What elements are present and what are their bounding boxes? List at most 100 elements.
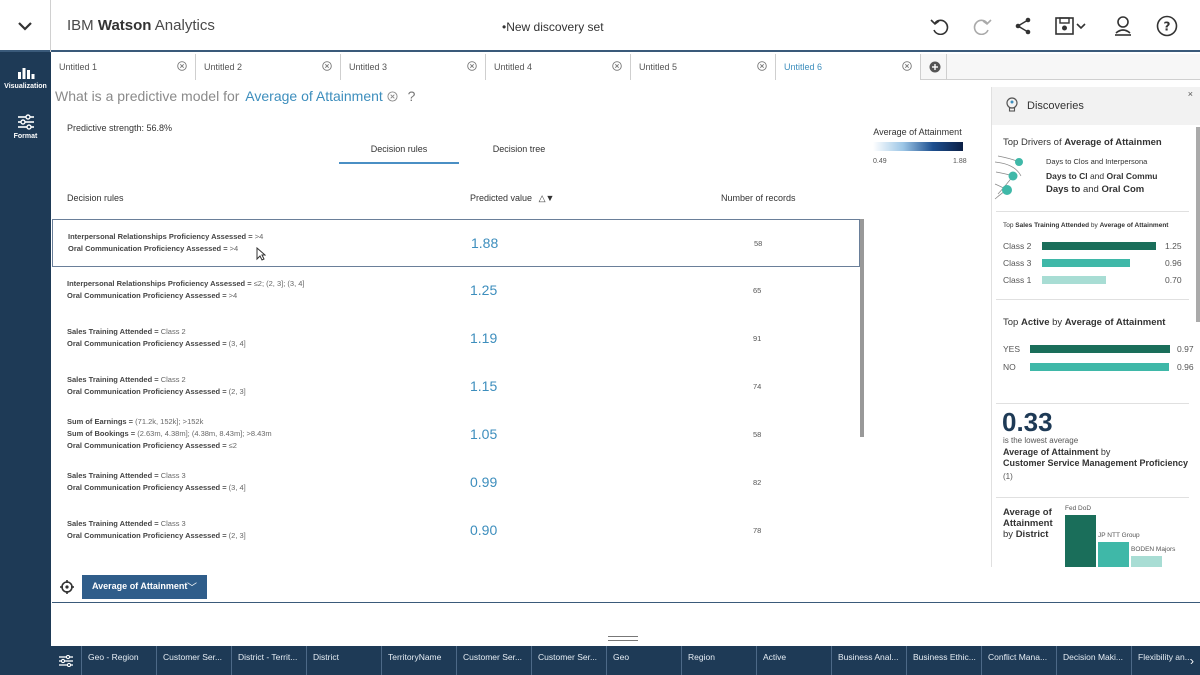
bar-value: 0.96 (1177, 362, 1194, 372)
rule-value: Class 3 (160, 471, 186, 480)
driver-1-b: Interpersona (1105, 157, 1148, 166)
close-tab-icon[interactable] (757, 61, 767, 71)
bar-chart-icon (17, 68, 34, 79)
data-field-item[interactable]: Decision Maki... (1056, 646, 1131, 675)
rule-value: (3, 4] (228, 339, 246, 348)
tab-untitled-3[interactable]: Untitled 3 (341, 54, 486, 80)
table-row[interactable]: Sum of Earnings = ≤11.7k; (11.7k, 32.8k]… (52, 555, 860, 572)
chevron-down-icon (18, 22, 32, 31)
tab-untitled-1[interactable]: Untitled 1 (51, 54, 196, 80)
close-tab-icon[interactable] (467, 61, 477, 71)
format-label: Format (13, 133, 38, 140)
district-title-2: Attainment (1003, 518, 1053, 529)
fields-menu-button[interactable] (51, 646, 81, 675)
legend-min: 0.49 (873, 158, 887, 165)
record-count: 58 (753, 430, 762, 439)
tab-bar: Untitled 1 Untitled 2 Untitled 3 Untitled 4… (51, 54, 1200, 80)
share-icon (1015, 17, 1031, 35)
target-icon[interactable] (60, 580, 74, 594)
rule-field: Interpersonal Relationships Proficiency … (67, 279, 252, 288)
redo-button[interactable] (969, 13, 995, 39)
save-menu-button[interactable] (1054, 13, 1088, 39)
fields-next-button[interactable]: › (1184, 646, 1200, 675)
tab-untitled-5[interactable]: Untitled 5 (631, 54, 776, 80)
district-title-1: Average of (1003, 507, 1052, 518)
tab-decision-tree[interactable]: Decision tree (492, 144, 546, 154)
data-field-item[interactable]: Customer Ser... (456, 646, 531, 675)
format-button[interactable]: Format (0, 114, 51, 140)
data-field-item[interactable]: Active (756, 646, 831, 675)
table-row[interactable]: Sales Training Attended = Class 2 Oral Co… (52, 363, 860, 411)
clear-target-icon[interactable] (387, 91, 398, 102)
data-field-item[interactable]: District (306, 646, 381, 675)
resize-handle[interactable] (608, 636, 638, 641)
tab-untitled-4[interactable]: Untitled 4 (486, 54, 631, 80)
rule-value: Class 3 (160, 519, 186, 528)
data-field-item[interactable]: Business Anal... (831, 646, 906, 675)
undo-button[interactable] (927, 13, 953, 39)
close-tab-icon[interactable] (177, 61, 187, 71)
data-field-item[interactable]: Customer Ser... (531, 646, 606, 675)
record-count: 91 (753, 334, 762, 343)
data-field-item[interactable]: Geo (606, 646, 681, 675)
data-field-item[interactable]: Flexibility an... (1131, 646, 1200, 675)
data-field-item[interactable]: Business Ethic... (906, 646, 981, 675)
rule-value: ≤2; (2, 3]; (3, 4] (253, 279, 305, 288)
lowest-line-1: is the lowest average (1003, 436, 1079, 445)
add-tab-button[interactable] (923, 54, 947, 80)
predicted-header-label: Predicted value (470, 193, 533, 203)
document-title[interactable]: •New discovery set (502, 20, 604, 34)
tab-untitled-2[interactable]: Untitled 2 (196, 54, 341, 80)
sort-icon[interactable]: △▼ (538, 193, 555, 203)
discoveries-scrollbar[interactable] (1196, 127, 1200, 322)
tab-label: Untitled 3 (349, 62, 388, 72)
share-button[interactable] (1010, 13, 1036, 39)
lowest-line-2: Average of Attainment by (1003, 447, 1110, 457)
active-title-prefix: Top (1003, 317, 1021, 328)
close-tab-icon[interactable] (322, 61, 332, 71)
discoveries-header: Discoveries × (992, 87, 1200, 125)
data-field-item[interactable]: Customer Ser... (156, 646, 231, 675)
help-button[interactable]: ? (1154, 13, 1180, 39)
table-row[interactable]: Sales Training Attended = Class 3 Oral Co… (52, 459, 860, 507)
close-icon[interactable]: × (1187, 89, 1193, 99)
close-tab-icon[interactable] (612, 61, 622, 71)
bar-label: Class 2 (1003, 241, 1032, 251)
user-profile-button[interactable] (1110, 13, 1136, 39)
table-row[interactable]: Sales Training Attended = Class 2 Oral Co… (52, 315, 860, 363)
visualization-button[interactable]: Visualization (0, 66, 51, 90)
app-title: IBM Watson Analytics (67, 17, 215, 34)
data-field-item[interactable]: Region (681, 646, 756, 675)
save-icon (1055, 17, 1086, 35)
rule-field: Oral Communication Proficiency Assessed … (67, 339, 227, 348)
tab-decision-rules[interactable]: Decision rules (339, 140, 459, 164)
driver-1-a: Days to Clos (1046, 157, 1089, 166)
rules-scrollbar[interactable] (860, 219, 864, 437)
table-row[interactable]: Sum of Earnings = (71.2k, 152k]; >152k Su… (52, 411, 860, 459)
table-row[interactable]: Sales Training Attended = Class 3 Oral Co… (52, 507, 860, 555)
data-field-item[interactable]: District - Territ... (231, 646, 306, 675)
table-row[interactable]: Interpersonal Relationships Proficiency … (52, 267, 860, 315)
data-field-item[interactable]: Conflict Mana... (981, 646, 1056, 675)
data-field-item[interactable]: Geo - Region (81, 646, 156, 675)
drivers-title: Top Drivers of Average of Attainmen (1003, 137, 1162, 148)
rule-value: >4 (254, 232, 264, 241)
column-header-predicted[interactable]: Predicted value △▼ (470, 193, 554, 204)
bar-value: 1.25 (1165, 241, 1182, 251)
target-field-pill[interactable]: Average of Attainment ﹀ (82, 575, 207, 599)
tab-untitled-6[interactable]: Untitled 6 (776, 54, 921, 80)
district-bar (1065, 515, 1096, 567)
table-row[interactable]: Interpersonal Relationships Proficiency … (52, 219, 860, 267)
predictive-strength: Predictive strength: 56.8% (67, 123, 173, 133)
bar-label: NO (1003, 362, 1016, 372)
driver-1-and: and (1088, 157, 1106, 166)
bar (1030, 345, 1170, 353)
bar-row: NO 0.96 (1003, 361, 1194, 373)
card-divider (996, 497, 1189, 498)
target-field-link[interactable]: Average of Attainment (245, 88, 383, 104)
main-menu-button[interactable] (0, 0, 51, 52)
data-field-item[interactable]: TerritoryName (381, 646, 456, 675)
undo-icon (930, 19, 949, 35)
close-tab-icon[interactable] (902, 61, 912, 71)
rule-field: Oral Communication Proficiency Assessed … (68, 244, 228, 253)
